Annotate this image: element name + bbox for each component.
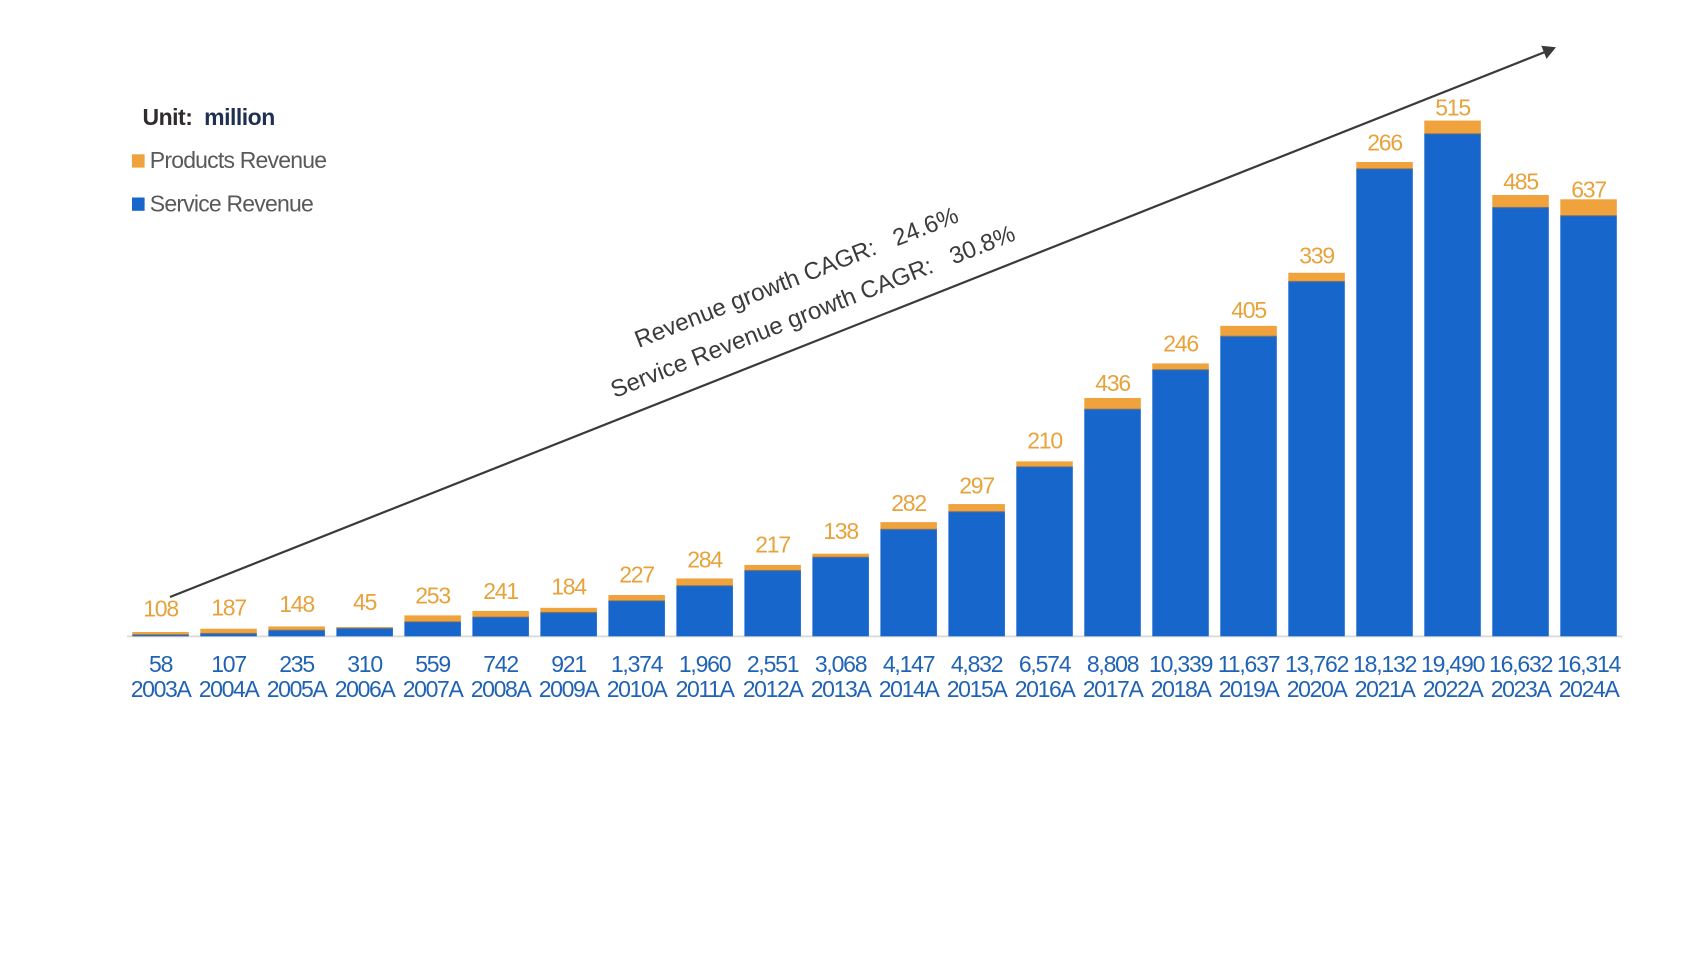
svg-text:108: 108 xyxy=(143,596,178,622)
svg-text:339: 339 xyxy=(1299,242,1334,268)
svg-text:2021A: 2021A xyxy=(1355,676,1417,702)
svg-text:2019A: 2019A xyxy=(1219,676,1281,702)
svg-text:2020A: 2020A xyxy=(1287,676,1349,702)
svg-text:2012A: 2012A xyxy=(743,676,805,702)
svg-text:107: 107 xyxy=(211,651,246,677)
svg-text:18,132: 18,132 xyxy=(1353,651,1417,677)
svg-text:2003A: 2003A xyxy=(131,676,193,702)
svg-text:217: 217 xyxy=(755,531,790,557)
svg-text:2006A: 2006A xyxy=(335,676,397,702)
svg-text:515: 515 xyxy=(1435,95,1470,121)
svg-text:4,832: 4,832 xyxy=(951,651,1003,677)
svg-text:6,574: 6,574 xyxy=(1019,651,1072,677)
svg-text:2013A: 2013A xyxy=(811,676,873,702)
svg-text:282: 282 xyxy=(891,490,926,516)
svg-text:2005A: 2005A xyxy=(267,676,329,702)
svg-text:Service Revenue: Service Revenue xyxy=(150,191,313,217)
svg-text:187: 187 xyxy=(211,594,246,620)
svg-text:1,960: 1,960 xyxy=(679,651,731,677)
svg-text:2004A: 2004A xyxy=(199,676,261,702)
svg-text:Products Revenue: Products Revenue xyxy=(150,147,326,173)
svg-text:253: 253 xyxy=(415,583,450,609)
svg-text:16,314: 16,314 xyxy=(1557,651,1622,677)
svg-text:637: 637 xyxy=(1571,177,1606,203)
svg-text:310: 310 xyxy=(347,651,382,677)
svg-text:436: 436 xyxy=(1095,370,1130,396)
svg-text:2,551: 2,551 xyxy=(747,651,799,677)
svg-text:2024A: 2024A xyxy=(1559,676,1621,702)
svg-text:742: 742 xyxy=(483,651,518,677)
svg-text:2009A: 2009A xyxy=(539,676,601,702)
svg-text:2011A: 2011A xyxy=(676,676,736,702)
svg-text:4,147: 4,147 xyxy=(883,651,935,677)
svg-text:266: 266 xyxy=(1367,130,1402,156)
svg-text:10,339: 10,339 xyxy=(1149,651,1213,677)
svg-text:405: 405 xyxy=(1231,297,1266,323)
svg-text:45: 45 xyxy=(353,589,377,615)
svg-text:485: 485 xyxy=(1503,168,1538,194)
svg-text:227: 227 xyxy=(619,562,654,588)
svg-text:2015A: 2015A xyxy=(947,676,1009,702)
svg-text:19,490: 19,490 xyxy=(1421,651,1485,677)
svg-text:2014A: 2014A xyxy=(879,676,941,702)
svg-text:16,632: 16,632 xyxy=(1489,651,1553,677)
svg-text:2016A: 2016A xyxy=(1015,676,1077,702)
svg-text:921: 921 xyxy=(551,651,586,677)
svg-text:148: 148 xyxy=(279,591,314,617)
svg-text:2018A: 2018A xyxy=(1151,676,1213,702)
svg-text:235: 235 xyxy=(279,651,314,677)
svg-text:559: 559 xyxy=(415,651,450,677)
svg-text:2022A: 2022A xyxy=(1423,676,1485,702)
svg-text:284: 284 xyxy=(687,547,723,573)
svg-text:3,068: 3,068 xyxy=(815,651,867,677)
svg-text:8,808: 8,808 xyxy=(1087,651,1139,677)
svg-text:210: 210 xyxy=(1027,428,1062,454)
svg-text:297: 297 xyxy=(959,473,994,499)
svg-text:2017A: 2017A xyxy=(1083,676,1145,702)
svg-text:246: 246 xyxy=(1163,331,1198,357)
svg-text:1,374: 1,374 xyxy=(611,651,664,677)
svg-text:138: 138 xyxy=(823,518,858,544)
svg-text:11,637: 11,637 xyxy=(1218,651,1280,677)
svg-text:Unit: million: Unit: million xyxy=(143,104,275,130)
svg-text:2007A: 2007A xyxy=(403,676,465,702)
svg-text:58: 58 xyxy=(149,651,173,677)
svg-text:184: 184 xyxy=(551,573,587,599)
svg-text:13,762: 13,762 xyxy=(1285,651,1349,677)
svg-text:2023A: 2023A xyxy=(1491,676,1553,702)
svg-text:241: 241 xyxy=(483,578,518,604)
svg-text:2008A: 2008A xyxy=(471,676,533,702)
svg-text:2010A: 2010A xyxy=(607,676,669,702)
